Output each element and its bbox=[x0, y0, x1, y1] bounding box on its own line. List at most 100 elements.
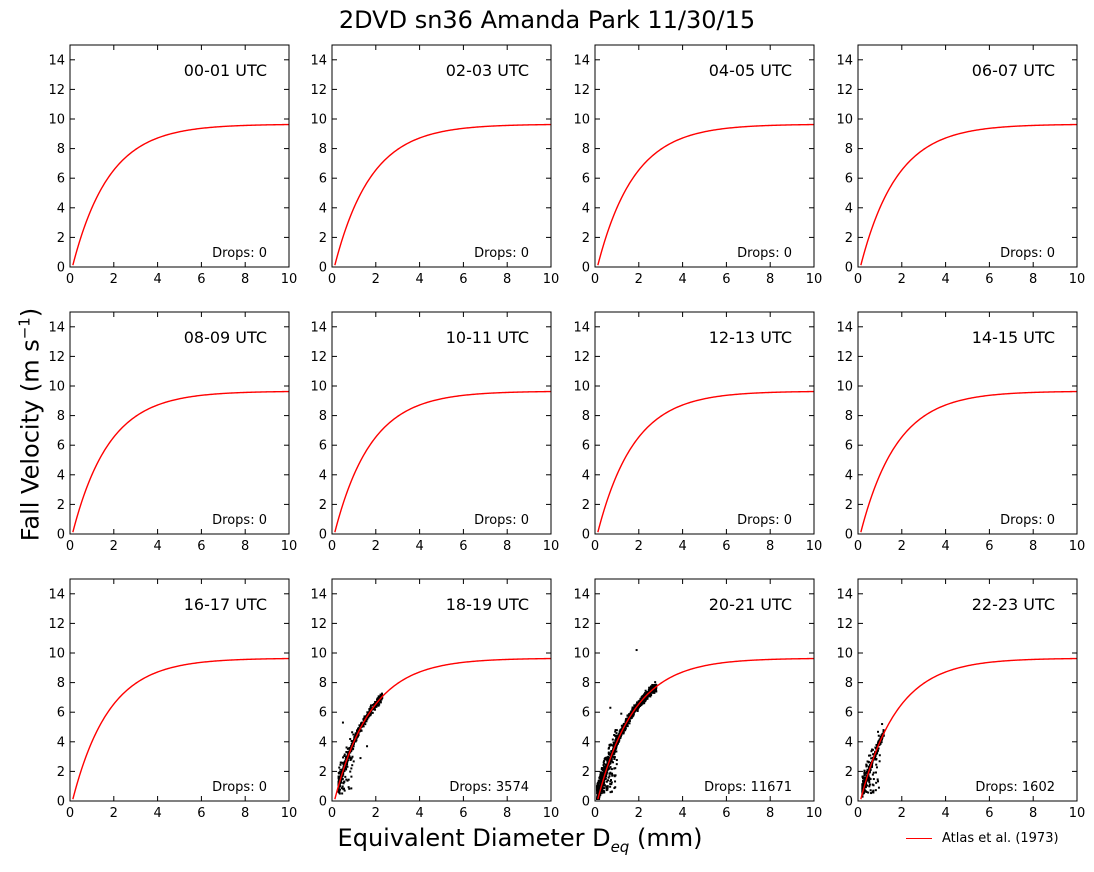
panel-time-label: 08-09 UTC bbox=[184, 328, 267, 347]
x-axis-label-sub: eq bbox=[610, 837, 630, 856]
x-tick-label: 8 bbox=[1029, 272, 1037, 287]
scatter-point bbox=[866, 784, 869, 787]
scatter-point bbox=[616, 734, 619, 737]
scatter-point bbox=[356, 731, 359, 734]
scatter-point bbox=[620, 712, 623, 715]
y-tick-label: 10 bbox=[836, 380, 853, 395]
scatter-point bbox=[625, 717, 628, 720]
scatter-point bbox=[355, 729, 358, 732]
scatter-point bbox=[653, 685, 656, 688]
scatter-point bbox=[341, 774, 344, 777]
y-tick-label: 12 bbox=[836, 83, 853, 98]
scatter-point bbox=[367, 714, 370, 717]
scatter-point bbox=[349, 770, 352, 773]
y-tick-label: 8 bbox=[582, 142, 590, 157]
scatter-point bbox=[861, 775, 864, 778]
y-tick-label: 14 bbox=[836, 320, 853, 335]
scatter-point bbox=[345, 746, 348, 749]
y-tick-label: 10 bbox=[836, 647, 853, 662]
panel: 0 2 4 6 8 10 0 2 4 6 8 10 12 14 04-05 UTC Drops: 0 bbox=[573, 44, 822, 287]
scatter-point bbox=[643, 693, 646, 696]
x-tick-label: 6 bbox=[197, 806, 205, 821]
y-tick-label: 10 bbox=[573, 113, 590, 128]
scatter-point bbox=[352, 744, 355, 747]
y-tick-label: 4 bbox=[319, 468, 327, 483]
x-tick-label: 8 bbox=[241, 806, 249, 821]
scatter-point bbox=[596, 787, 599, 790]
panel: 0 2 4 6 8 10 0 2 4 6 8 10 12 14 06-07 UTC Drops: 0 bbox=[836, 44, 1085, 287]
scatter-point bbox=[339, 768, 342, 771]
scatter-point bbox=[874, 754, 877, 757]
y-tick-label: 12 bbox=[573, 617, 590, 632]
scatter-point bbox=[602, 761, 605, 764]
scatter-point bbox=[607, 776, 610, 779]
scatter-point bbox=[869, 789, 872, 792]
scatter-point bbox=[341, 777, 344, 780]
x-tick-label: 10 bbox=[281, 539, 298, 554]
scatter-point bbox=[355, 736, 358, 739]
scatter-point bbox=[343, 753, 346, 756]
scatter-point bbox=[609, 780, 612, 783]
scatter-point bbox=[603, 772, 606, 775]
scatter-point bbox=[655, 687, 658, 690]
panel-time-label: 18-19 UTC bbox=[446, 595, 529, 614]
scatter-point bbox=[863, 776, 866, 779]
scatter-point bbox=[613, 775, 616, 778]
scatter-point bbox=[611, 774, 614, 777]
drops-count-label: Drops: 0 bbox=[474, 513, 529, 528]
scatter-point bbox=[882, 729, 885, 732]
scatter-point bbox=[615, 763, 618, 766]
y-tick-label: 2 bbox=[57, 498, 65, 513]
scatter-point bbox=[350, 787, 353, 790]
scatter-point bbox=[653, 691, 656, 694]
scatter-point bbox=[864, 785, 867, 788]
scatter-point bbox=[627, 720, 630, 723]
x-tick-label: 0 bbox=[591, 806, 599, 821]
scatter-point bbox=[360, 722, 363, 725]
figure-title: 2DVD sn36 Amanda Park 11/30/15 bbox=[338, 6, 756, 34]
x-tick-label: 0 bbox=[591, 272, 599, 287]
scatter-point bbox=[346, 765, 349, 768]
panel-time-label: 04-05 UTC bbox=[709, 61, 792, 80]
reference-curve bbox=[597, 123, 815, 266]
scatter-point bbox=[596, 792, 599, 795]
scatter-point bbox=[868, 754, 871, 757]
scatter-point bbox=[345, 778, 348, 781]
scatter-point bbox=[861, 776, 864, 779]
scatter-point bbox=[863, 788, 866, 791]
y-tick-label: 0 bbox=[845, 795, 853, 810]
scatter-point bbox=[866, 777, 869, 780]
y-tick-label: 8 bbox=[582, 676, 590, 691]
scatter-point bbox=[868, 776, 871, 779]
x-tick-label: 6 bbox=[197, 539, 205, 554]
scatter-point bbox=[363, 716, 366, 719]
scatter-point bbox=[654, 681, 657, 684]
scatter-point bbox=[871, 764, 874, 767]
y-tick-label: 14 bbox=[310, 320, 327, 335]
y-tick-label: 0 bbox=[845, 528, 853, 543]
scatter-point bbox=[650, 694, 653, 697]
scatter-point bbox=[867, 791, 870, 794]
panel: 0 2 4 6 8 10 0 2 4 6 8 10 12 14 20-21 UTC Drops: 11671 bbox=[573, 578, 822, 821]
drops-count-label: Drops: 0 bbox=[1000, 246, 1055, 261]
scatter-point bbox=[881, 723, 884, 726]
scatter-point bbox=[622, 732, 625, 735]
scatter-point bbox=[605, 758, 608, 761]
scatter-point bbox=[865, 763, 868, 766]
scatter-point bbox=[346, 747, 349, 750]
scatter-point bbox=[342, 788, 345, 791]
x-tick-label: 8 bbox=[1029, 806, 1037, 821]
y-tick-label: 2 bbox=[319, 765, 327, 780]
scatter-point bbox=[349, 756, 352, 759]
scatter-point bbox=[608, 762, 611, 765]
scatter-point bbox=[614, 729, 617, 732]
x-tick-label: 8 bbox=[241, 272, 249, 287]
x-tick-label: 4 bbox=[678, 272, 686, 287]
axes-frame bbox=[857, 44, 1078, 268]
scatter-point bbox=[654, 689, 657, 692]
scatter-point bbox=[342, 773, 345, 776]
y-tick-label: 4 bbox=[57, 735, 65, 750]
y-tick-label: 14 bbox=[48, 587, 65, 602]
scatter-point bbox=[870, 757, 873, 760]
scatter-point bbox=[373, 702, 376, 705]
